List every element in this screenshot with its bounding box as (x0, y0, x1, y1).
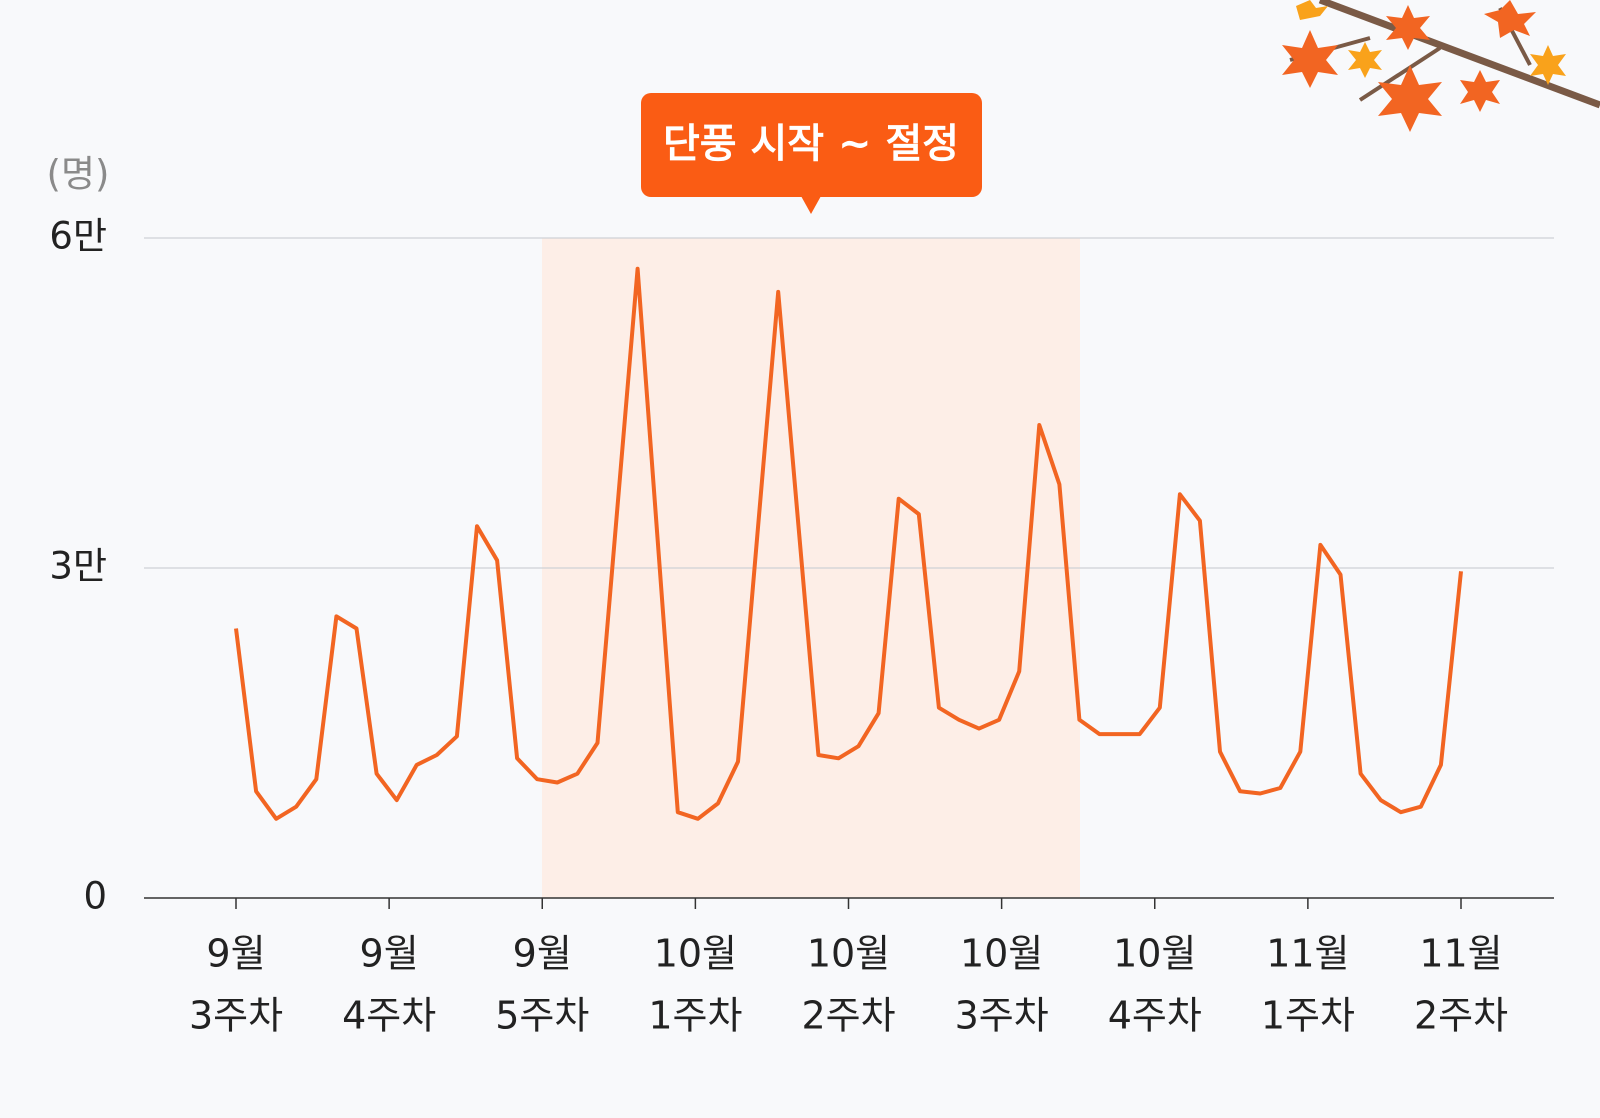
unit-label: (명) (47, 153, 110, 196)
x-tick-label: 1주차 (648, 994, 742, 1038)
y-tick-label: 6만 (49, 215, 107, 258)
data-line (234, 266, 1463, 821)
x-tick-label: 3주차 (189, 994, 283, 1038)
y-tick-label: 3만 (49, 545, 107, 588)
maple-decoration (1282, 0, 1600, 132)
y-tick-label: 0 (83, 875, 107, 918)
x-tick-label: 9월 (360, 932, 419, 976)
x-tick-label: 9월 (206, 932, 265, 976)
x-tick-label: 2주차 (1414, 994, 1508, 1038)
x-tick-label: 10월 (1113, 932, 1196, 976)
x-tick-label: 5주차 (495, 994, 589, 1038)
x-tick-label: 9월 (513, 932, 572, 976)
x-tick-label: 2주차 (801, 994, 895, 1038)
x-tick-label: 4주차 (342, 994, 436, 1038)
annotation-text: 단풍 시작 ~ 절정 (663, 121, 959, 167)
x-tick-label: 11월 (1419, 932, 1502, 976)
x-tick-label: 11월 (1266, 932, 1349, 976)
x-tick-label: 10월 (654, 932, 737, 976)
x-tick-label: 1주차 (1261, 994, 1355, 1038)
x-tick-label: 3주차 (955, 994, 1049, 1038)
x-tick-label: 4주차 (1108, 994, 1202, 1038)
x-tick-label: 10월 (960, 932, 1043, 976)
x-tick-label: 10월 (807, 932, 890, 976)
annotation-callout: 단풍 시작 ~ 절정 (641, 93, 982, 214)
